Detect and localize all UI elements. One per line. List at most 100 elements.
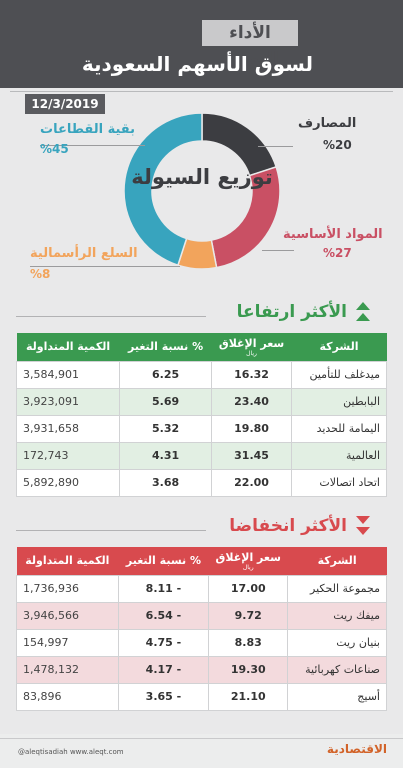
table-cell: 19.80 [211, 414, 293, 443]
table-cell: 1,478,132 [16, 655, 119, 684]
table-cell: 6.25 [119, 360, 213, 389]
header-bar: الأداء اليومي لسوق الأسهم السعودية [0, 0, 403, 88]
table-cell: 6.54 - [117, 601, 210, 630]
table-cell: اتحاد اتصالات [291, 468, 387, 497]
table-cell: 172,743 [15, 441, 121, 470]
brand-logo: الاقتصادية [326, 742, 387, 756]
column-header: سعر الإغلاق ريال [208, 547, 288, 575]
column-header: الشركة [291, 333, 387, 361]
table-row: 154,997 4.75 -8.83 بنيان ريت [16, 628, 387, 657]
table-cell: بنيان ريت [287, 628, 387, 657]
table-row: 3,923,091 5.69 23.40 البابطين [15, 387, 387, 416]
segment-label-capital-goods: السلع الرأسمالية [30, 246, 138, 261]
connector-materials [262, 250, 294, 251]
table-cell: 8.11 - [117, 574, 210, 603]
connector-capital-goods [30, 266, 180, 267]
table-cell: 1,736,936 [16, 574, 119, 603]
column-header: نسبة التغير % [119, 333, 212, 361]
table-cell: 21.10 [208, 682, 289, 711]
table-cell: 4.17 - [117, 655, 210, 684]
table-cell: 31.45 [211, 441, 293, 470]
table-row: 172,743 4.31 31.45 العالمية [15, 441, 387, 470]
column-header: الكمية المتداولة [16, 333, 120, 361]
table-row: 3,931,658 5.32 19.80 اليمامة للحديد [15, 414, 387, 443]
social-handles: @aleqtisadiah www.aleqt.com [18, 748, 124, 756]
table-cell: 16.32 [211, 360, 293, 389]
down-arrow-icon [356, 516, 370, 535]
date-badge: 12/3/2019 [25, 94, 105, 114]
gainers-heading: الأكثر ارتفاعا [16, 302, 387, 328]
table-cell: 3,584,901 [15, 360, 121, 389]
table-cell: 83,896 [16, 682, 119, 711]
table-row: 1,736,936 8.11 -17.00 مجموعة الحكير [16, 574, 387, 603]
table-cell: 3,931,658 [15, 414, 121, 443]
table-cell: 19.30 [208, 655, 289, 684]
donut-slice-other-sectors [123, 112, 203, 267]
price-unit-label: ريال [242, 563, 254, 571]
table-cell: 3,923,091 [15, 387, 121, 416]
losers-title: الأكثر انخفاضا [229, 516, 347, 536]
daily-performance-label: الأداء اليومي [202, 20, 298, 69]
table-cell: 5,892,890 [15, 468, 121, 497]
table-cell: اليمامة للحديد [291, 414, 387, 443]
table-cell: 8.83 [208, 628, 289, 657]
segment-pct-other-sectors: %45 [40, 142, 69, 156]
table-cell: البابطين [291, 387, 387, 416]
segment-pct-banks: %20 [323, 138, 352, 152]
connector-other-sectors [40, 145, 145, 146]
column-header: نسبة التغير % [118, 547, 209, 575]
table-header-row: الكمية المتداولة نسبة التغير % سعر الإغلاق… [16, 333, 387, 361]
table-row: 1,478,132 4.17 -19.30 صناعات كهربائية [16, 655, 387, 684]
table-cell: صناعات كهربائية [287, 655, 387, 684]
segment-pct-capital-goods: %8 [30, 267, 51, 281]
footer: @aleqtisadiah www.aleqt.com الاقتصادية [0, 734, 403, 768]
column-header: سعر الإغلاق ريال [211, 333, 292, 361]
losers-table: الكمية المتداولة نسبة التغير % سعر الإغلاق… [16, 547, 387, 711]
donut-center-title: توزيع السيولة [131, 165, 273, 189]
segment-label-materials: المواد الأساسية [283, 227, 383, 242]
table-cell: 5.69 [119, 387, 213, 416]
connector-banks [258, 146, 293, 147]
table-cell: 23.40 [211, 387, 293, 416]
price-unit-label: ريال [246, 349, 257, 357]
losers-heading-rule [16, 530, 206, 531]
table-cell: 154,997 [16, 628, 119, 657]
table-cell: العالمية [291, 441, 387, 470]
table-cell: أسيج [287, 682, 387, 711]
table-cell: ميفك ريت [287, 601, 387, 630]
up-arrow-icon [356, 302, 370, 321]
table-cell: 4.75 - [117, 628, 210, 657]
table-cell: 4.31 [119, 441, 213, 470]
table-cell: 5.32 [119, 414, 213, 443]
table-cell: 3.68 [119, 468, 213, 497]
footer-rule [0, 738, 403, 739]
table-cell: 3,946,566 [16, 601, 119, 630]
title-block: الأداء اليومي لسوق الأسهم السعودية [0, 12, 403, 82]
liquidity-donut-section: توزيع السيولة المصارف %20 المواد الأساسي… [0, 100, 403, 300]
table-cell: ميدغلف للتأمين [291, 360, 387, 389]
donut-hole [153, 142, 251, 240]
table-header-row: الكمية المتداولة نسبة التغير % سعر الإغلاق… [16, 547, 387, 575]
table-row: 3,584,901 6.25 16.32 ميدغلف للتأمين [15, 360, 387, 389]
segment-label-banks: المصارف [298, 116, 357, 131]
losers-heading: الأكثر انخفاضا [16, 516, 387, 542]
gainers-title: الأكثر ارتفاعا [236, 302, 347, 322]
gainers-table: الكمية المتداولة نسبة التغير % سعر الإغلاق… [15, 333, 387, 497]
market-title: لسوق الأسهم السعودية [81, 52, 313, 76]
table-row: 3,946,566 6.54 -9.72 ميفك ريت [16, 601, 387, 630]
date-bar: 12/3/2019 [10, 91, 393, 114]
table-cell: 9.72 [208, 601, 289, 630]
segment-label-other-sectors: بقية القطاعات [40, 122, 136, 137]
table-cell: 17.00 [208, 574, 289, 603]
segment-pct-materials: %27 [323, 246, 352, 260]
table-row: 83,896 3.65 -21.10 أسيج [16, 682, 387, 711]
column-header: الكمية المتداولة [16, 547, 119, 575]
gainers-heading-rule [16, 316, 206, 317]
table-cell: مجموعة الحكير [287, 574, 387, 603]
table-row: 5,892,890 3.68 22.00 اتحاد اتصالات [15, 468, 387, 497]
table-cell: 22.00 [211, 468, 293, 497]
column-header: الشركة [287, 547, 387, 575]
liquidity-donut-chart: توزيع السيولة [123, 112, 281, 270]
table-cell: 3.65 - [117, 682, 210, 711]
